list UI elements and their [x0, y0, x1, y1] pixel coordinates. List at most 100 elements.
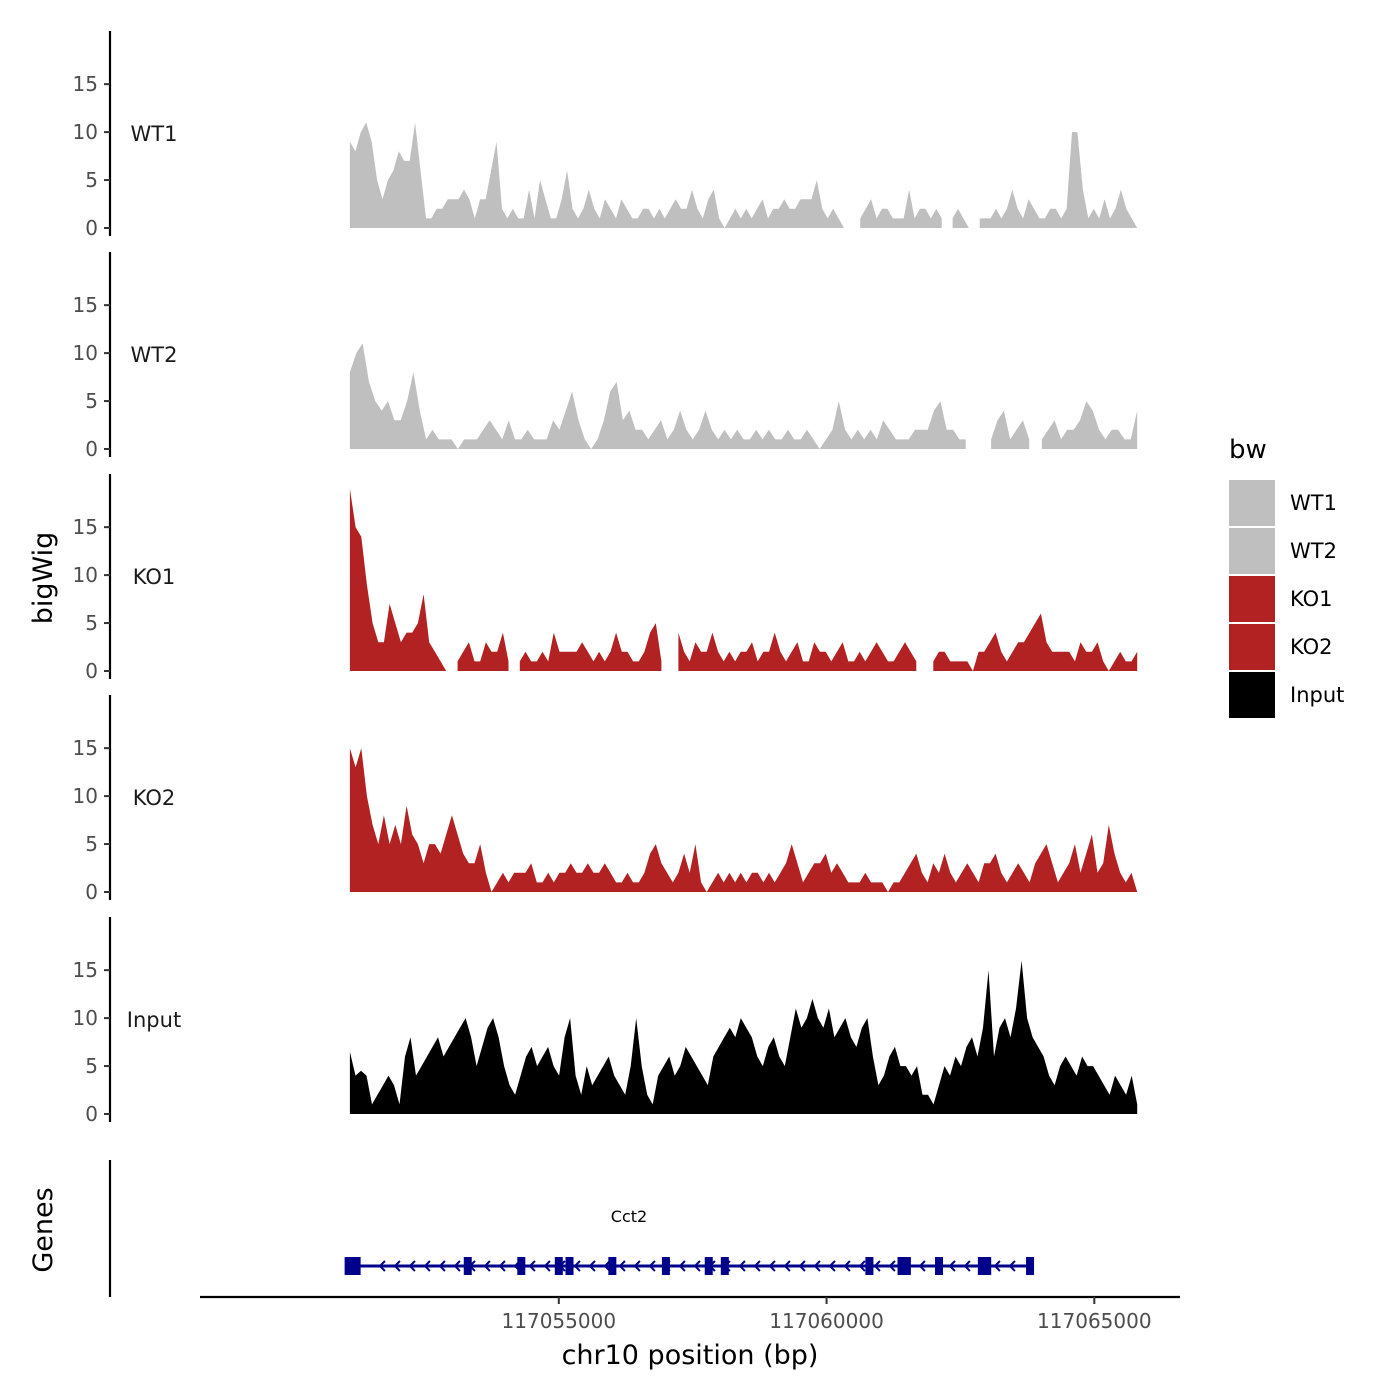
- y-tick-label: 0: [85, 1102, 98, 1126]
- strand-arrow: [768, 1260, 776, 1272]
- bigwig-tracks: 0 5 10 15 WT1 0 5 10 15 WT2 0 5 10 15 KO1 0 5 10 15 KO2 0 5 10…: [73, 31, 1138, 1126]
- gene-exon: [608, 1257, 617, 1275]
- y-tick-label: 15: [73, 736, 98, 760]
- track-label-wt2: WT2: [131, 343, 178, 367]
- x-tick-label: 117065000: [1037, 1309, 1152, 1333]
- y-tick-label: 15: [73, 293, 98, 317]
- y-tick-label: 10: [73, 563, 98, 587]
- strand-arrow: [633, 1260, 641, 1272]
- area-wt2: [349, 343, 966, 449]
- strand-arrow: [543, 1260, 551, 1272]
- gene-exon: [720, 1257, 729, 1275]
- area-ko2: [349, 748, 1138, 892]
- gene-exon: [554, 1257, 563, 1275]
- legend-title: bw: [1229, 435, 1267, 465]
- gene-exon: [565, 1257, 574, 1275]
- y-tick-label: 15: [73, 72, 98, 96]
- track-label-ko1: KO1: [133, 565, 176, 589]
- legend-swatch-input: [1229, 672, 1275, 718]
- strand-arrow: [573, 1260, 581, 1272]
- strand-arrow: [693, 1260, 701, 1272]
- legend-label-wt2: WT2: [1290, 539, 1337, 563]
- y-tick-label: 0: [85, 216, 98, 240]
- legend-swatch-wt2: [1229, 528, 1275, 574]
- track-ko1: 0 5 10 15 KO1: [73, 474, 1138, 683]
- strand-arrow: [498, 1260, 506, 1272]
- strand-arrow: [798, 1260, 806, 1272]
- gene-exon: [865, 1257, 874, 1275]
- track-input: 0 5 10 15 Input: [73, 917, 1138, 1126]
- gene-label: Cct2: [611, 1207, 647, 1226]
- strand-arrow: [963, 1260, 971, 1272]
- y-tick-label: 0: [85, 659, 98, 683]
- y-tick-label: 5: [85, 1054, 98, 1078]
- gene-exon: [935, 1257, 944, 1275]
- gene-exon: [704, 1257, 713, 1275]
- x-tick-label: 117055000: [502, 1309, 617, 1333]
- track-label-wt1: WT1: [131, 122, 178, 146]
- strand-arrow: [753, 1260, 761, 1272]
- legend-swatch-wt1: [1229, 480, 1275, 526]
- legend-swatch-ko2: [1229, 624, 1275, 670]
- gene-exon: [517, 1257, 526, 1275]
- gene-exon: [661, 1257, 670, 1275]
- strand-arrow: [378, 1260, 386, 1272]
- y-tick-label: 10: [73, 341, 98, 365]
- strand-arrow: [648, 1260, 656, 1272]
- track-wt1: 0 5 10 15 WT1: [73, 31, 1138, 240]
- strand-arrow: [1008, 1260, 1016, 1272]
- track-wt2: 0 5 10 15 WT2: [73, 252, 1138, 461]
- area-ko1: [933, 613, 1138, 671]
- strand-arrow: [408, 1260, 416, 1272]
- area-wt1: [979, 132, 1138, 228]
- strand-arrow: [603, 1260, 611, 1272]
- strand-arrow: [618, 1260, 626, 1272]
- y-tick-label: 10: [73, 120, 98, 144]
- strand-arrow: [588, 1260, 596, 1272]
- area-input: [349, 960, 1138, 1114]
- strand-arrow: [858, 1260, 866, 1272]
- strand-arrow: [828, 1260, 836, 1272]
- strand-arrow: [783, 1260, 791, 1272]
- y-tick-label: 10: [73, 784, 98, 808]
- gene-exon: [902, 1257, 911, 1275]
- y-tick-label: 5: [85, 832, 98, 856]
- strand-arrow: [843, 1260, 851, 1272]
- strand-arrow: [438, 1260, 446, 1272]
- gene-exon: [897, 1257, 906, 1275]
- strand-arrow: [948, 1260, 956, 1272]
- x-axis-title: chr10 position (bp): [562, 1340, 819, 1371]
- y-tick-label: 5: [85, 389, 98, 413]
- y-tick-label: 0: [85, 880, 98, 904]
- gene-exon: [1026, 1257, 1035, 1275]
- area-ko1: [349, 488, 447, 671]
- x-axis: 117055000 117060000 117065000: [200, 1295, 1180, 1333]
- area-wt1: [860, 189, 942, 228]
- strand-arrow: [423, 1260, 431, 1272]
- gene-cct2: Cct2: [344, 1207, 1035, 1275]
- area-wt1: [952, 208, 969, 228]
- strand-arrow: [678, 1260, 686, 1272]
- track-label-input: Input: [127, 1008, 181, 1032]
- gene-exon: [344, 1257, 361, 1275]
- track-label-ko2: KO2: [133, 786, 176, 810]
- legend: bw WT1 WT2 KO1 KO2 Input: [1229, 435, 1344, 718]
- strand-arrow: [918, 1260, 926, 1272]
- legend-swatch-ko1: [1229, 576, 1275, 622]
- gene-exon: [977, 1257, 986, 1275]
- y-axis-title: bigWig: [28, 532, 59, 625]
- strand-arrow: [483, 1260, 491, 1272]
- area-wt1: [349, 122, 844, 228]
- legend-label-ko1: KO1: [1290, 587, 1333, 611]
- legend-label-ko2: KO2: [1290, 635, 1333, 659]
- y-tick-label: 15: [73, 515, 98, 539]
- legend-label-input: Input: [1290, 683, 1344, 707]
- gene-panel: Cct2: [108, 1160, 1035, 1297]
- y-tick-label: 5: [85, 611, 98, 635]
- strand-arrow: [738, 1260, 746, 1272]
- genes-panel-title: Genes: [28, 1187, 59, 1272]
- y-tick-label: 0: [85, 437, 98, 461]
- gene-exon: [983, 1257, 992, 1275]
- track-ko2: 0 5 10 15 KO2: [73, 695, 1138, 904]
